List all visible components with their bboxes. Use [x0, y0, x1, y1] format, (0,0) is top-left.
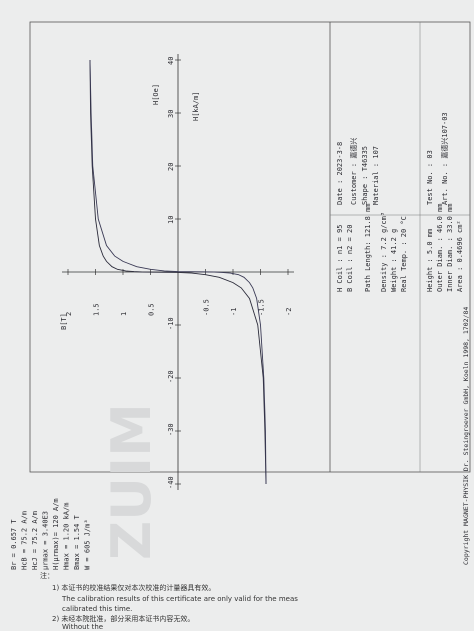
- b-tick-label: 2: [65, 312, 73, 316]
- h-axis-label: H[Oe]: [152, 84, 160, 105]
- chart-frame: [29, 21, 471, 473]
- note-line: 1) 本证书的校准结果仅对本次校准的计量器具有效。: [52, 583, 215, 592]
- result: Br = 0.657 T: [10, 519, 18, 570]
- measurement-info: Path Length: 121.8 mm: [364, 203, 372, 292]
- result: HcB = 75.2 A/m: [21, 511, 29, 570]
- b-tick-label: 1.5: [93, 303, 101, 316]
- measurement-info: Inner Diam. : 33.0 mm: [446, 203, 454, 292]
- h-tick-label: 30: [167, 110, 175, 118]
- b-tick-label: -2: [285, 308, 293, 316]
- sample-info: Material : 107: [372, 146, 380, 205]
- result: H(μrmax)= 120 A/m: [52, 498, 60, 570]
- h-axis-label: H[kA/m]: [192, 91, 200, 121]
- b-tick-label: 1: [120, 312, 128, 316]
- copyright: Copyright MAGNET-PHYSIK Dr. Steingroever…: [462, 307, 470, 565]
- sample-info: Date : 2023-3-8: [336, 142, 344, 205]
- h-tick-label: 10: [167, 216, 175, 224]
- h-tick-label: -40: [167, 476, 175, 489]
- measurement-info: Density : 7.2 g/cm³: [380, 212, 388, 292]
- sample-info: Shape : T46335: [361, 146, 369, 205]
- result: Hmax = 1.20 kA/m: [63, 503, 71, 570]
- result: Bmax = 1.54 T: [73, 514, 81, 570]
- result: W = 605 J/m³: [84, 519, 92, 570]
- h-tick-label: -30: [167, 423, 175, 436]
- b-tick-label: -1: [230, 308, 238, 316]
- result: HcJ = 75.2 A/m: [31, 511, 39, 570]
- measurement-info: Outer Diam. : 46.0 mm: [436, 203, 444, 292]
- h-tick-label: -10: [167, 317, 175, 330]
- h-tick-label: 40: [167, 57, 175, 65]
- b-tick-label: -0.5: [203, 299, 211, 316]
- h-tick-label: 20: [167, 163, 175, 171]
- hysteresis-curve: [89, 59, 267, 485]
- measurement-info: Area : 0.4696 cm²: [456, 220, 464, 292]
- measurement-info: H Coil : n1 = 95: [336, 225, 344, 292]
- note-line: 注：: [40, 571, 54, 580]
- watermark: ZUIM: [100, 403, 163, 560]
- note-line: calibrated this time.: [62, 605, 132, 613]
- note-line: Without the: [62, 623, 103, 631]
- result: μrmax = 3.40E3: [42, 511, 50, 570]
- h-tick-label: -20: [167, 370, 175, 383]
- sample-info: Art. No. : 嘉德兴107-03: [440, 112, 449, 205]
- sample-info: Test No. : 03: [426, 150, 434, 205]
- b-tick-label: 0.5: [148, 303, 156, 316]
- b-axis-label: B[T]: [60, 313, 68, 330]
- note-line: 2) 未经本院批准，部分采用本证书内容无效。: [52, 614, 194, 623]
- b-tick-label: -1.5: [258, 299, 266, 316]
- sample-info: Customer : 嘉德兴: [349, 138, 358, 205]
- hysteresis-curve: [89, 59, 267, 485]
- measurement-info: Weight : 41.2 g: [390, 229, 398, 292]
- note-line: The calibration results of this certific…: [61, 595, 298, 603]
- measurement-info: B Coil : n2 = 20: [346, 225, 354, 292]
- measurement-info: Height : 5.0 mm: [426, 229, 434, 292]
- measurement-info: Real Temp. : 20 °C: [400, 216, 408, 292]
